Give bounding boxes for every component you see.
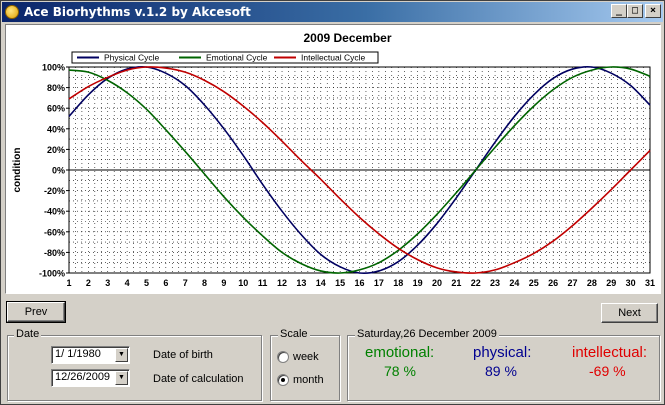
y-tick-label: -60%: [44, 227, 65, 237]
x-tick-label: 31: [645, 278, 655, 288]
x-tick-label: 8: [202, 278, 207, 288]
series-line-intellectual-cycle: [68, 66, 651, 274]
x-tick-label: 5: [144, 278, 149, 288]
x-tick-label: 19: [413, 278, 423, 288]
y-tick-label: -20%: [44, 186, 65, 196]
chart-title: 2009 December: [303, 31, 391, 45]
calc-date-value: 12/26/2009: [55, 371, 111, 383]
series-line-emotional-cycle: [68, 66, 651, 274]
x-tick-label: 11: [258, 278, 268, 288]
month-radio-label[interactable]: month: [293, 374, 324, 386]
emotional-label: emotional:: [365, 344, 435, 361]
x-tick-label: 23: [490, 278, 500, 288]
x-tick-label: 4: [125, 278, 130, 288]
legend-entry: Emotional Cycle: [206, 53, 268, 63]
scale-group-legend: Scale: [278, 328, 310, 340]
calc-date-picker[interactable]: 12/26/2009 ▼: [51, 369, 130, 387]
y-tick-label: -80%: [44, 248, 65, 258]
x-tick-label: 20: [432, 278, 442, 288]
close-button[interactable]: ×: [645, 4, 661, 18]
calc-date-label: Date of calculation: [153, 373, 244, 385]
y-tick-label: 20%: [47, 145, 65, 155]
y-tick-label: 40%: [47, 124, 65, 134]
legend-entry: Intellectual Cycle: [301, 53, 366, 63]
x-tick-label: 27: [568, 278, 578, 288]
week-radio[interactable]: [277, 351, 289, 363]
result-group-legend: Saturday,26 December 2009: [355, 328, 499, 340]
legend-entry: Physical Cycle: [104, 53, 160, 63]
x-tick-label: 14: [316, 278, 326, 288]
title-buttons: _ □ ×: [611, 4, 661, 18]
result-group: [347, 335, 660, 401]
next-button[interactable]: Next: [601, 303, 658, 323]
y-tick-label: -100%: [39, 269, 65, 279]
emotional-value: 78 %: [384, 363, 416, 379]
intellectual-label: intellectual:: [572, 344, 648, 361]
x-tick-label: 2: [86, 278, 91, 288]
x-tick-label: 29: [606, 278, 616, 288]
chart-svg: 100%80%60%40%20%0%-20%-40%-60%-80%-100%1…: [12, 31, 655, 288]
x-tick-label: 15: [335, 278, 345, 288]
week-radio-label[interactable]: week: [293, 351, 319, 363]
x-tick-label: 25: [529, 278, 539, 288]
x-tick-label: 12: [277, 278, 287, 288]
x-tick-label: 6: [163, 278, 168, 288]
series-line-physical-cycle: [68, 65, 651, 275]
physical-value: 89 %: [485, 363, 517, 379]
x-tick-label: 24: [509, 278, 519, 288]
maximize-button[interactable]: □: [627, 4, 643, 18]
y-tick-label: 100%: [42, 63, 65, 73]
y-axis-label: condition: [12, 148, 23, 193]
y-tick-label: 80%: [47, 83, 65, 93]
x-tick-label: 3: [105, 278, 110, 288]
biorhythm-chart: 100% 80% 60% 40% 20% 0% -20% -40% -60% -80% -100% 1…: [5, 24, 661, 294]
month-radio[interactable]: [277, 374, 289, 386]
x-tick-label: 26: [548, 278, 558, 288]
x-tick-label: 7: [183, 278, 188, 288]
x-tick-label: 16: [354, 278, 364, 288]
chart-legend: [71, 51, 379, 64]
scale-group: [270, 335, 340, 401]
y-tick-label: 60%: [47, 104, 65, 114]
window-title: Ace Biorhythms v.1.2 by Akcesoft: [24, 5, 251, 19]
x-tick-label: 21: [451, 278, 461, 288]
date-group: [7, 335, 262, 401]
birth-date-picker[interactable]: 1/ 1/1980 ▼: [51, 346, 130, 364]
x-tick-label: 13: [296, 278, 306, 288]
intellectual-value: -69 %: [589, 363, 626, 379]
birth-date-value: 1/ 1/1980: [55, 348, 101, 360]
calc-date-dropdown-icon[interactable]: ▼: [115, 371, 128, 385]
title-bar[interactable]: Ace Biorhythms v.1.2 by Akcesoft _ □ ×: [2, 2, 663, 22]
x-tick-label: 10: [238, 278, 248, 288]
birth-date-label: Date of birth: [153, 349, 213, 361]
birth-date-dropdown-icon[interactable]: ▼: [115, 348, 128, 362]
date-group-legend: Date: [14, 328, 42, 340]
app-icon: [5, 5, 19, 19]
x-tick-label: 18: [393, 278, 403, 288]
x-tick-label: 30: [626, 278, 636, 288]
x-tick-label: 17: [374, 278, 384, 288]
x-tick-label: 22: [471, 278, 481, 288]
x-tick-label: 1: [66, 278, 71, 288]
prev-button[interactable]: Prev: [6, 301, 66, 323]
y-tick-label: -40%: [44, 207, 65, 217]
y-tick-label: 0%: [52, 166, 65, 176]
minimize-button[interactable]: _: [611, 4, 627, 18]
physical-label: physical:: [473, 344, 532, 361]
x-tick-label: 9: [221, 278, 226, 288]
x-tick-label: 28: [587, 278, 597, 288]
